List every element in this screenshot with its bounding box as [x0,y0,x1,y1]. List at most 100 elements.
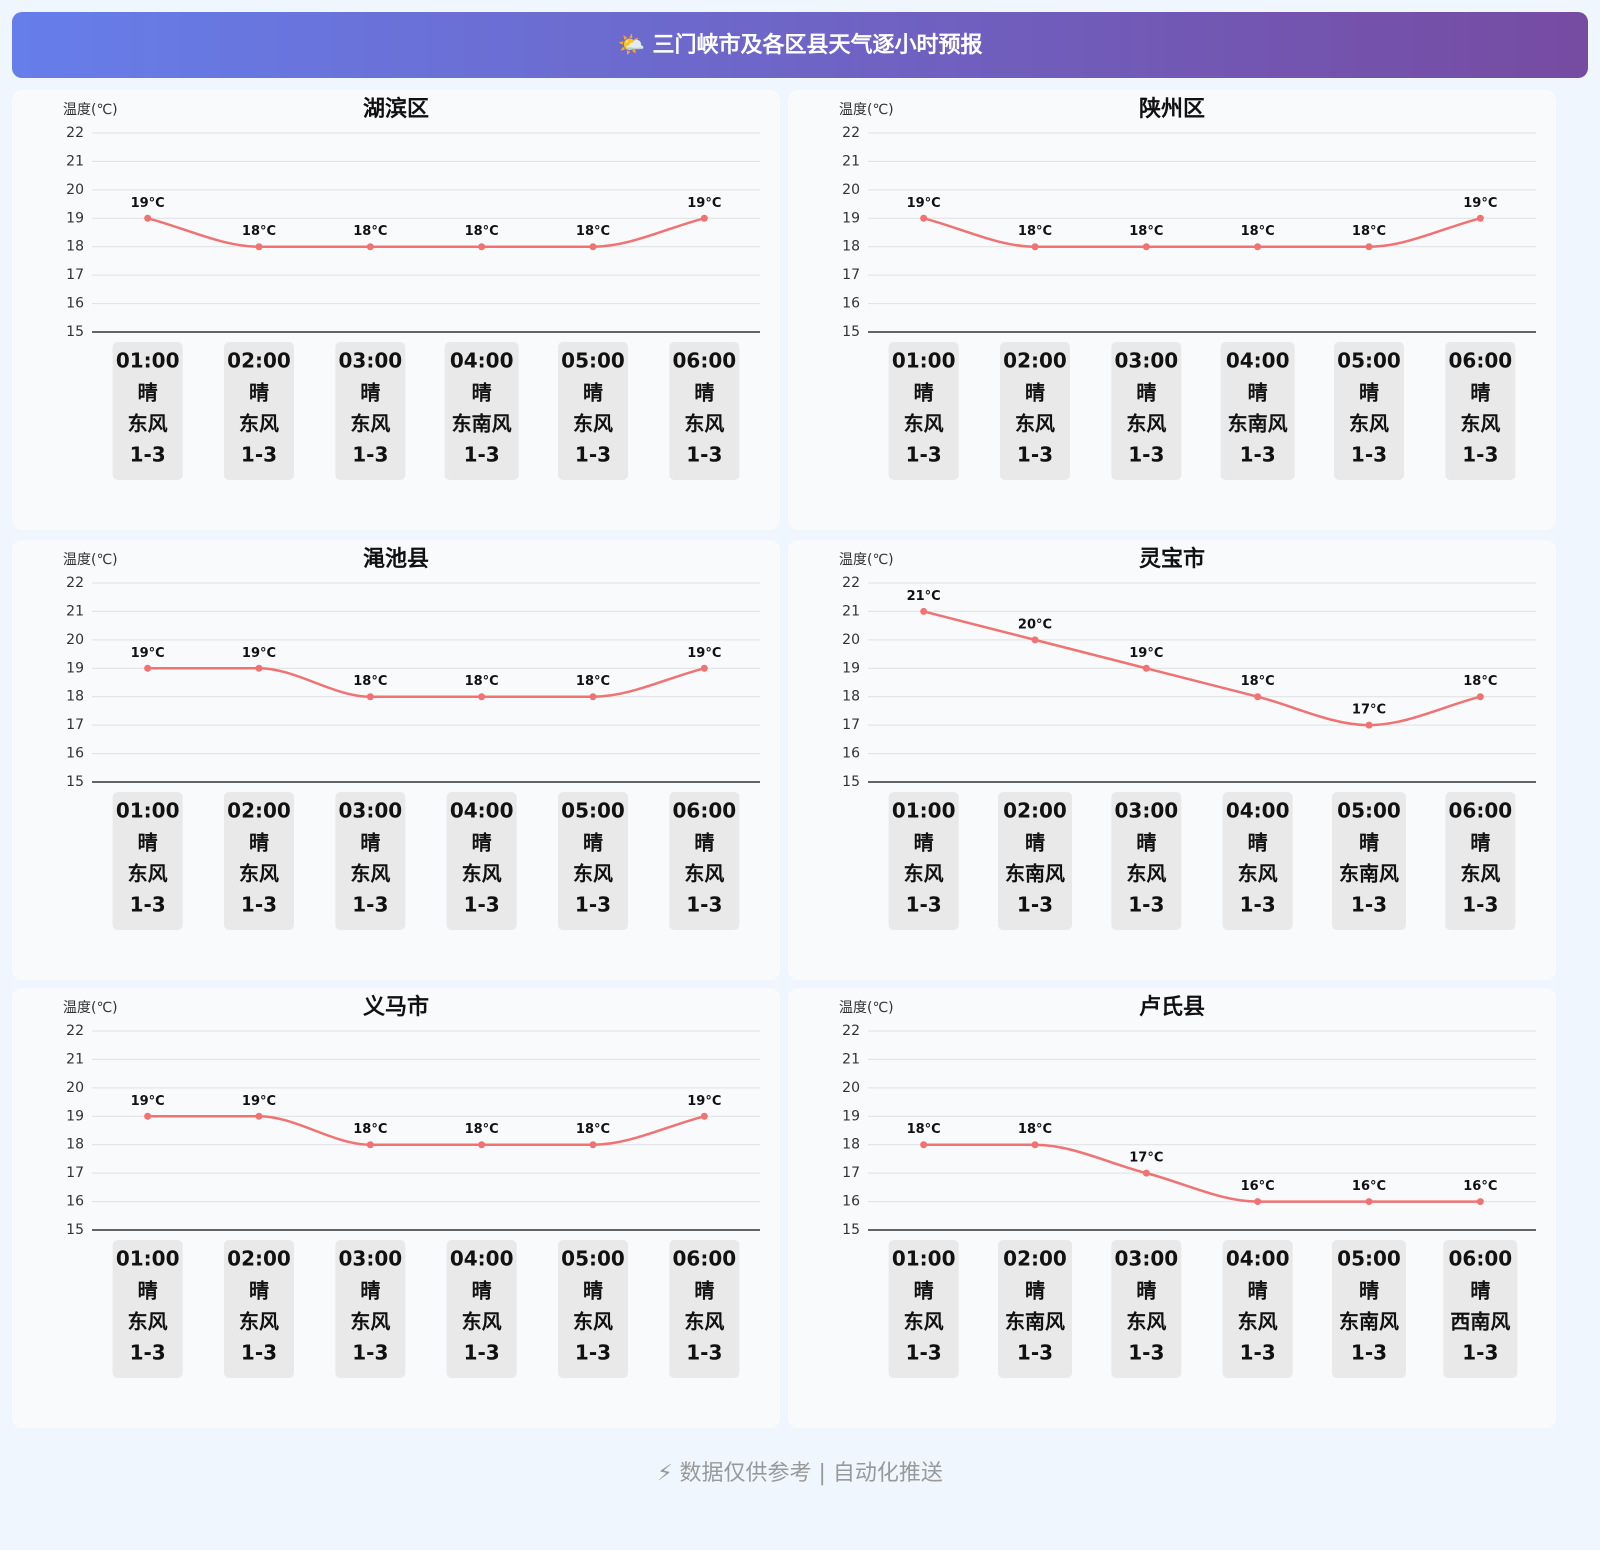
hour-card [998,792,1072,930]
value-label: 18°C [1018,224,1052,239]
temperature-line [147,217,705,248]
data-point [255,664,263,672]
y-tick-label: 18 [842,689,860,705]
chart-title: 渑池县 [363,547,429,572]
weather-label: 晴 [1359,831,1379,855]
weather-label: 晴 [1025,381,1045,405]
hour-label: 03:00 [1114,799,1178,823]
weather-label: 晴 [1136,831,1156,855]
data-point [144,664,152,672]
y-tick-label: 22 [842,125,860,141]
y-tick-label: 21 [66,153,84,169]
hour-label: 03:00 [338,1247,402,1271]
page-title: 🌤️ 三门峡市及各区县天气逐小时预报 [617,32,982,58]
hour-label: 02:00 [227,1247,291,1271]
hour-card [1111,792,1182,930]
hour-card [112,1240,183,1378]
value-label: 18°C [1241,224,1275,239]
hour-label: 06:00 [672,1247,736,1271]
data-point [1476,1198,1484,1206]
wind-label: 东南风 [1228,412,1288,436]
wind-label: 东风 [1126,1310,1166,1334]
wind-level-label: 1-3 [1351,443,1387,467]
data-point [589,693,597,701]
hour-card [1220,342,1295,480]
wind-level-label: 1-3 [906,893,942,917]
y-tick-label: 16 [842,296,860,312]
hour-card [224,1240,294,1378]
data-point [1031,243,1039,251]
y-tick-label: 22 [66,125,84,141]
wind-level-label: 1-3 [686,443,722,467]
value-label: 19°C [687,196,721,211]
y-tick-label: 21 [842,603,860,619]
weather-label: 晴 [1248,381,1268,405]
value-label: 19°C [687,646,721,661]
hour-label: 03:00 [338,349,402,373]
value-label: 18°C [1129,224,1163,239]
data-point [1476,214,1484,222]
value-label: 19°C [1463,196,1497,211]
temperature-line [923,1143,1481,1203]
wind-level-label: 1-3 [1462,443,1498,467]
weather-label: 晴 [914,831,934,855]
wind-label: 东风 [684,862,724,886]
y-tick-label: 20 [842,632,860,648]
hour-label: 01:00 [116,799,180,823]
chart-title: 陕州区 [1139,97,1205,122]
y-axis-label: 温度(℃) [839,102,894,118]
y-tick-label: 19 [842,660,860,676]
weather-label: 晴 [360,1279,380,1303]
value-label: 21°C [907,589,941,604]
hour-label: 06:00 [1448,349,1512,373]
weather-label: 晴 [694,831,714,855]
wind-level-label: 1-3 [1128,893,1164,917]
data-point [144,214,152,222]
wind-label: 东风 [239,1310,279,1334]
wind-label: 东风 [239,862,279,886]
value-label: 18°C [1241,674,1275,689]
y-tick-label: 18 [66,1137,84,1153]
wind-label: 东风 [462,862,502,886]
hour-card [1443,1240,1518,1378]
hour-card [335,342,406,480]
hour-card [335,792,406,930]
hour-card [112,342,183,480]
weather-label: 晴 [1136,381,1156,405]
hour-card [1332,1240,1406,1378]
data-point [255,243,263,251]
value-label: 18°C [465,674,499,689]
hour-label: 01:00 [116,1247,180,1271]
wind-level-label: 1-3 [575,443,611,467]
y-axis-label: 温度(℃) [839,1000,894,1016]
wind-label: 东风 [1126,862,1166,886]
wind-label: 东风 [128,412,168,436]
y-tick-label: 22 [842,575,860,591]
wind-level-label: 1-3 [686,1341,722,1365]
y-tick-label: 19 [842,210,860,226]
data-point [1254,1198,1262,1206]
hour-label: 01:00 [892,1247,956,1271]
hour-label: 02:00 [227,799,291,823]
wind-level-label: 1-3 [352,893,388,917]
hour-label: 04:00 [450,349,514,373]
wind-label: 东风 [684,412,724,436]
wind-level-label: 1-3 [575,1341,611,1365]
y-tick-label: 21 [66,1051,84,1067]
y-tick-label: 20 [66,1080,84,1096]
hour-label: 05:00 [561,1247,625,1271]
value-label: 17°C [1352,703,1386,718]
data-point [255,1112,263,1120]
weather-label: 晴 [1470,381,1490,405]
chart-title: 义马市 [363,994,429,1020]
wind-level-label: 1-3 [241,893,277,917]
wind-level-label: 1-3 [686,893,722,917]
y-tick-label: 22 [842,1023,860,1039]
hour-card [558,1240,628,1378]
temperature-line [147,667,705,698]
y-tick-label: 20 [842,182,860,198]
data-point [1365,721,1373,729]
weather-label: 晴 [1136,1279,1156,1303]
wind-label: 东风 [1126,412,1166,436]
wind-label: 东风 [1460,412,1500,436]
